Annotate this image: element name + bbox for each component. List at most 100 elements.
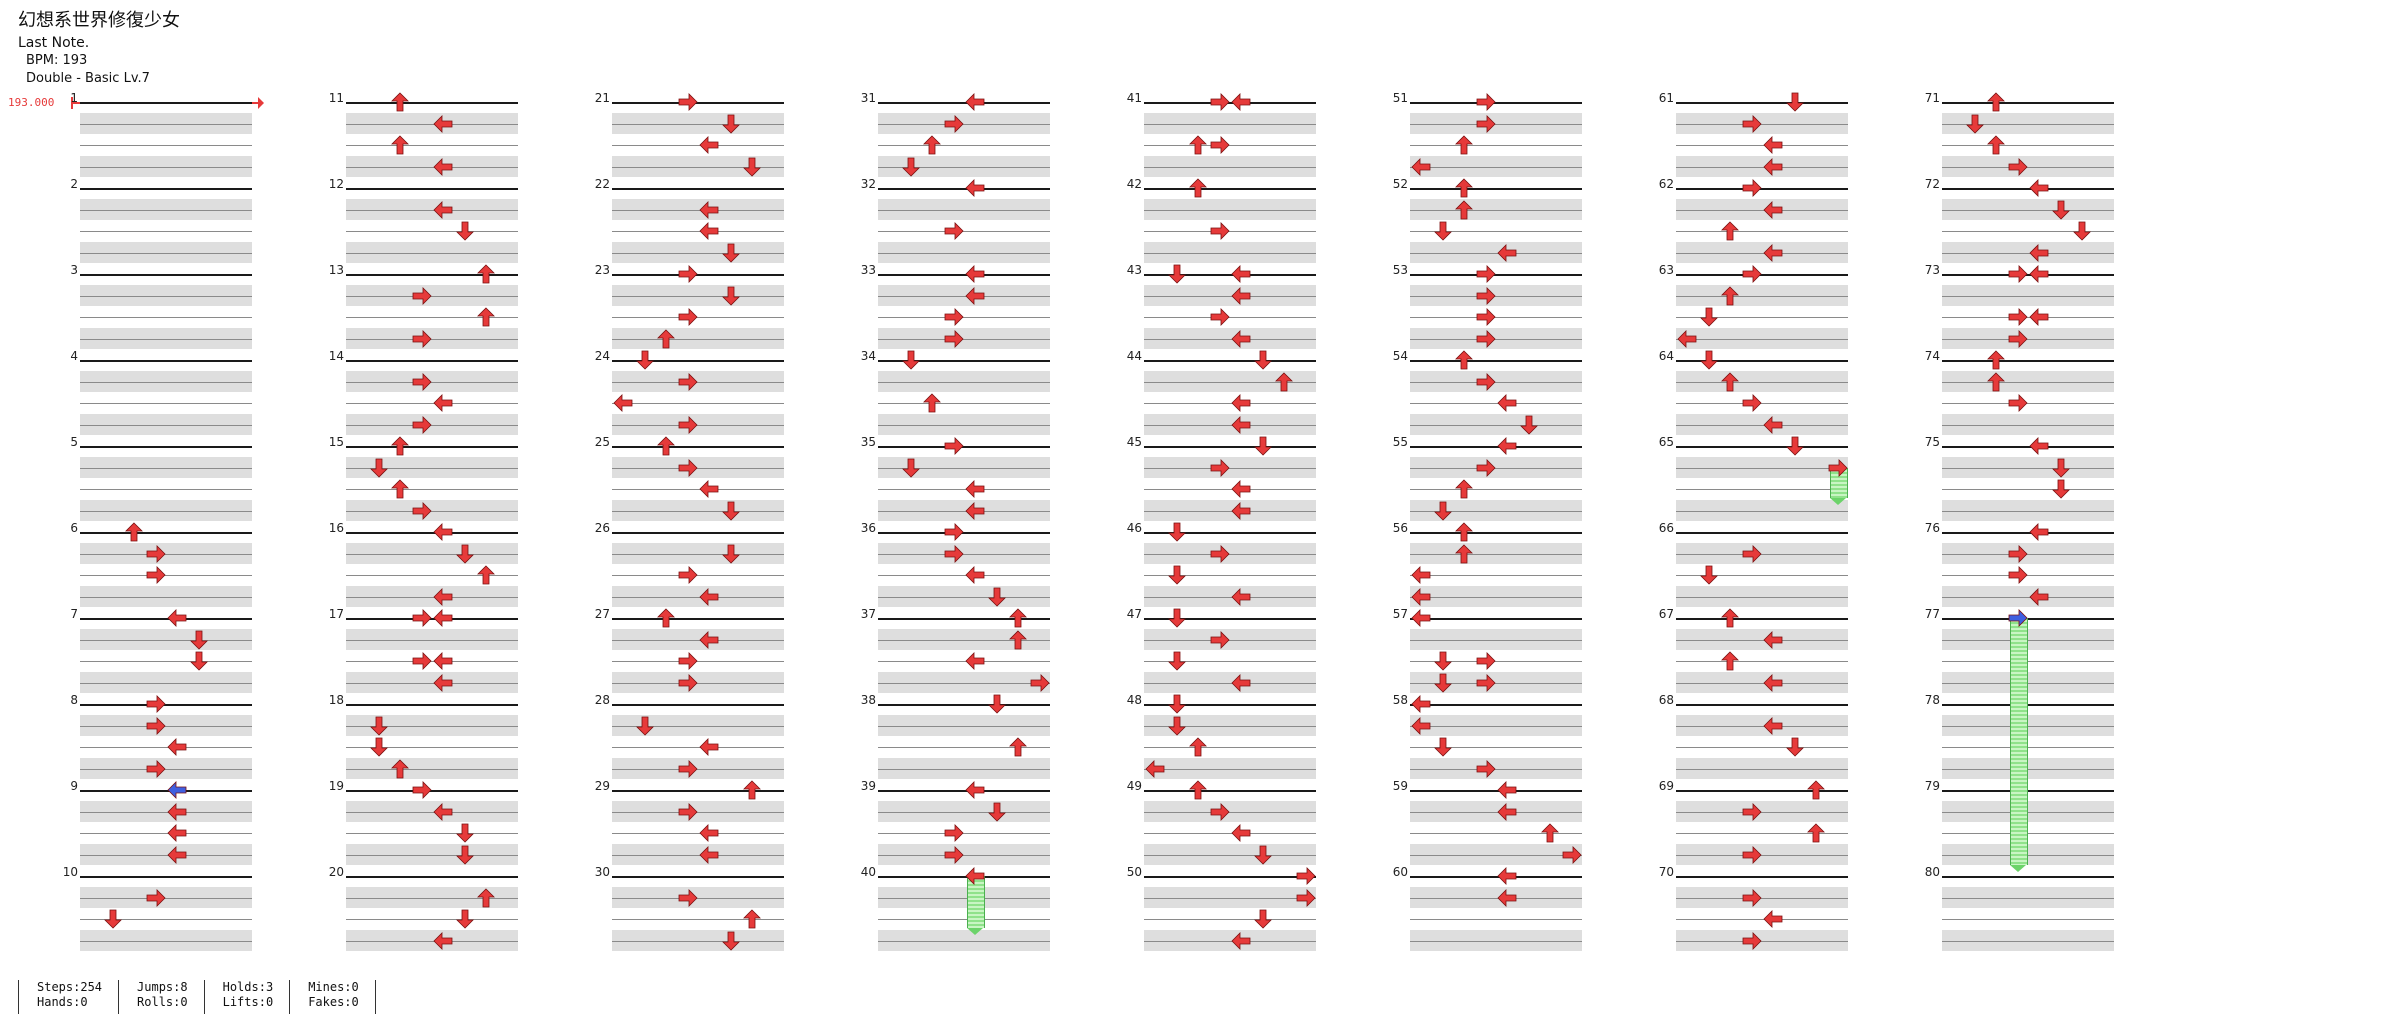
step-arrow-left <box>432 930 454 952</box>
beat-line <box>878 747 1050 748</box>
step-arrow-left <box>166 801 188 823</box>
measure: 10 <box>63 865 252 962</box>
step-arrow-right <box>2007 607 2029 629</box>
measure: 2 <box>70 177 252 274</box>
beat-line <box>612 553 784 555</box>
step-arrow-down <box>1166 263 1188 285</box>
beat-line <box>346 854 518 856</box>
measure: 14 <box>329 349 518 446</box>
measure-line <box>346 360 518 362</box>
beat-line <box>1676 209 1848 211</box>
measure-line <box>1942 446 2114 448</box>
beat-line <box>1942 919 2114 920</box>
measure: 71 <box>1925 91 2114 188</box>
step-arrow-down <box>454 844 476 866</box>
measure-number: 11 <box>328 91 344 105</box>
step-arrow-up <box>1453 349 1475 371</box>
beat-line <box>1410 489 1582 490</box>
step-arrow-down <box>2071 220 2093 242</box>
beat-line <box>1410 338 1582 340</box>
step-arrow-left <box>964 779 986 801</box>
measure: 58 <box>1393 693 1582 790</box>
step-arrow-left <box>432 392 454 414</box>
step-arrow-right <box>1209 629 1231 651</box>
measure: 28 <box>595 693 784 790</box>
beat-line <box>1942 768 2114 770</box>
measure-number: 60 <box>1392 865 1408 879</box>
step-arrow-down <box>1252 349 1274 371</box>
measure-line <box>878 618 1050 620</box>
measure: 22 <box>595 177 784 274</box>
step-arrow-down <box>720 113 742 135</box>
measure-number: 4 <box>70 349 78 363</box>
measure-number: 76 <box>1924 521 1940 535</box>
step-arrow-left <box>698 844 720 866</box>
beat-line <box>1676 747 1848 748</box>
measure-line <box>1410 274 1582 276</box>
beat-line <box>878 639 1050 641</box>
step-arrow-right <box>1741 113 1763 135</box>
measure: 38 <box>861 693 1050 790</box>
beat-line <box>1676 575 1848 576</box>
measure: 48 <box>1127 693 1316 790</box>
measure: 16 <box>329 521 518 618</box>
beat-line <box>346 661 518 662</box>
step-arrow-up <box>1007 629 1029 651</box>
stat-lifts: Lifts:0 <box>222 995 274 1009</box>
beat-line <box>1676 231 1848 232</box>
step-arrow-left <box>166 779 188 801</box>
step-arrow-left <box>1410 564 1432 586</box>
beat-line <box>612 338 784 340</box>
beat-line <box>612 747 784 748</box>
measure: 61 <box>1659 91 1848 188</box>
step-arrow-up <box>475 306 497 328</box>
measure: 69 <box>1659 779 1848 876</box>
step-arrow-left <box>432 586 454 608</box>
beat-line <box>1942 510 2114 512</box>
measure: 74 <box>1925 349 2114 446</box>
measure-number: 14 <box>328 349 344 363</box>
beat-line <box>1942 661 2114 662</box>
beat-line <box>1410 231 1582 232</box>
beat-line <box>1410 381 1582 383</box>
step-arrow-left <box>1230 822 1252 844</box>
beat-line <box>1410 596 1582 598</box>
stat-column: Jumps:8 Rolls:0 <box>118 980 204 1014</box>
measure-line <box>1676 532 1848 534</box>
beat-line <box>346 123 518 125</box>
step-arrow-left <box>698 736 720 758</box>
measure-number: 62 <box>1658 177 1674 191</box>
step-arrow-down <box>1252 435 1274 457</box>
measure-number: 13 <box>328 263 344 277</box>
beat-line <box>346 553 518 555</box>
step-arrow-right <box>677 457 699 479</box>
measure: 56 <box>1393 521 1582 618</box>
step-arrow-left <box>1230 285 1252 307</box>
step-arrow-up <box>1719 371 1741 393</box>
measure: 17 <box>329 607 518 704</box>
beat-line <box>1942 854 2114 856</box>
beat-line <box>1410 209 1582 211</box>
step-arrow-left <box>1762 242 1784 264</box>
step-arrow-right <box>1209 801 1231 823</box>
step-arrow-down <box>720 285 742 307</box>
beat-line <box>1410 553 1582 555</box>
beat-line <box>346 231 518 232</box>
measure-line <box>80 188 252 190</box>
beat-line <box>1144 854 1316 856</box>
stat-holds: Holds:3 <box>222 980 274 994</box>
step-arrow-right <box>1827 457 1849 479</box>
measure-line <box>1410 532 1582 534</box>
beat-line <box>80 403 252 404</box>
step-arrow-down <box>102 908 124 930</box>
measure: 6 <box>70 521 252 618</box>
beat-line <box>612 317 784 318</box>
stat-hands: Hands:0 <box>37 995 88 1009</box>
beat-line <box>1144 295 1316 297</box>
step-arrow-right <box>677 672 699 694</box>
measure-line <box>1144 532 1316 534</box>
measure-line <box>878 704 1050 706</box>
beat-line <box>1942 338 2114 340</box>
beat-line <box>1942 725 2114 727</box>
measure: 3 <box>70 263 252 360</box>
